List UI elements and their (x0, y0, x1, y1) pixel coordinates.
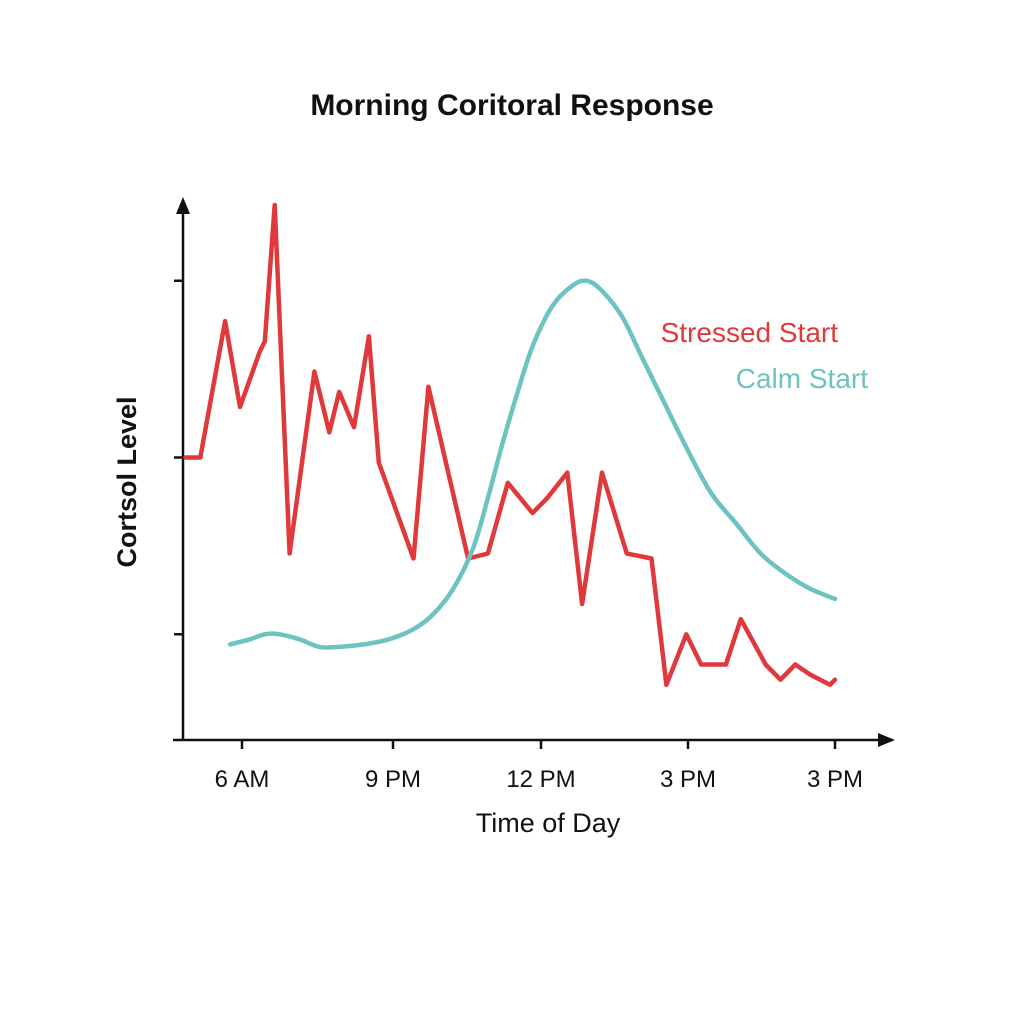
x-tick-label: 6 AM (215, 766, 270, 793)
series-line-stressed-start (183, 202, 838, 688)
legend-entry-stressed-start: Stressed Start (661, 317, 839, 348)
y-axis-arrow-icon (176, 197, 190, 214)
x-tick-label: 3 PM (660, 766, 716, 793)
series-group (183, 202, 838, 688)
legend: Stressed Start Calm Start (661, 317, 869, 394)
axes (173, 197, 895, 747)
x-ticks: 6 AM 9 PM 12 PM 3 PM 3 PM (215, 740, 863, 793)
x-axis-arrow-icon (878, 733, 895, 747)
series-line-calm-start (227, 278, 838, 650)
x-tick-label: 9 PM (365, 766, 421, 793)
x-axis-label: Time of Day (476, 808, 621, 838)
chart-title: Morning Coritoral Response (310, 89, 713, 122)
y-axis-label: Cortsol Level (112, 396, 142, 567)
y-ticks (174, 279, 183, 636)
legend-entry-calm-start: Calm Start (736, 363, 868, 394)
x-tick-label: 3 PM (807, 766, 863, 793)
x-tick-label: 12 PM (506, 766, 575, 793)
